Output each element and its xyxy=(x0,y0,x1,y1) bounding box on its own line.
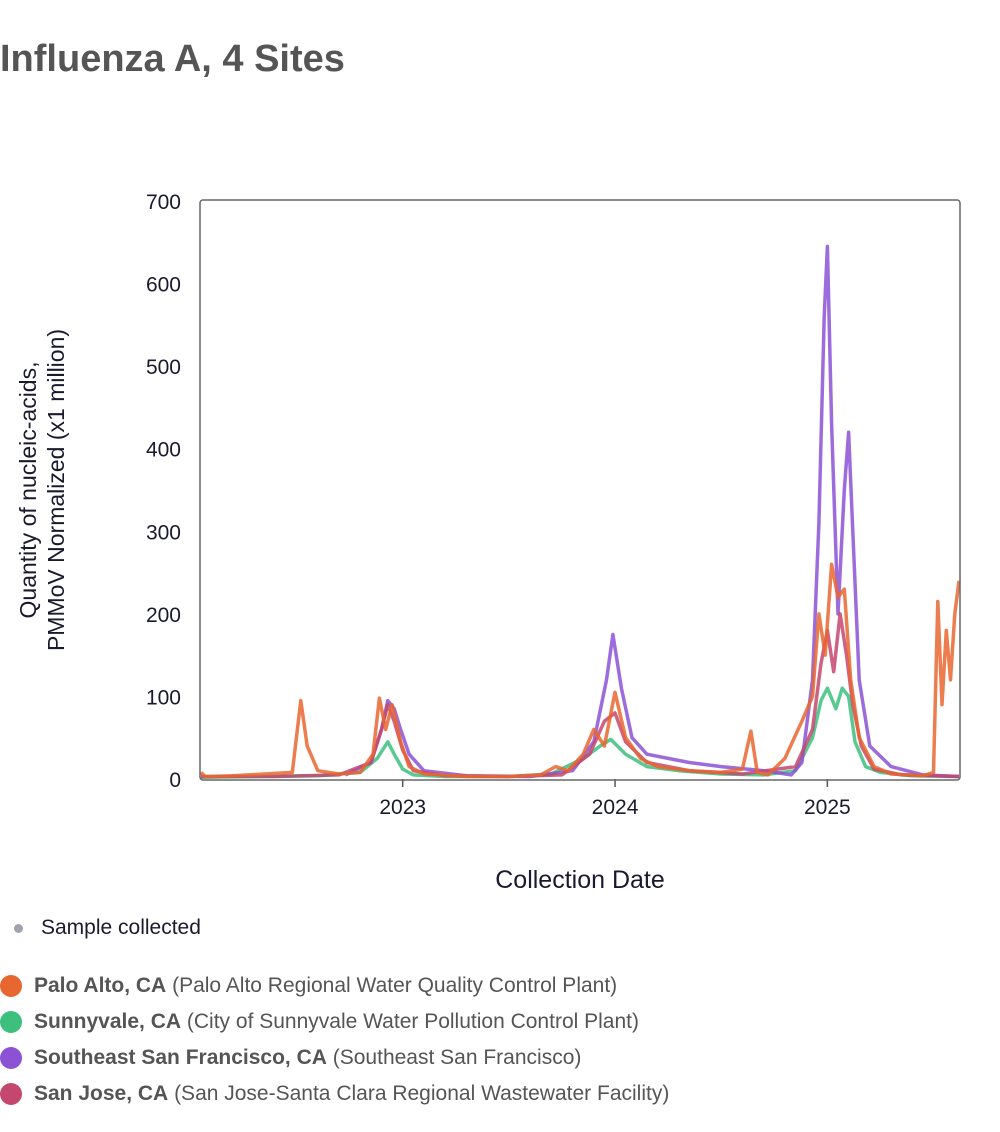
legend: Palo Alto, CA (Palo Alto Regional Water … xyxy=(0,968,669,1112)
legend-swatch-icon xyxy=(0,975,22,998)
y-tick-label: 500 xyxy=(146,356,181,379)
legend-site-name: Palo Alto, CA xyxy=(34,974,167,997)
series-line-palo-alto-ca xyxy=(199,562,961,779)
y-tick-label: 400 xyxy=(146,439,181,462)
plot-area xyxy=(199,244,961,780)
x-axis: 2023 2024 2025 xyxy=(379,779,851,819)
legend-swatch-icon xyxy=(0,1083,22,1106)
y-tick-label: 100 xyxy=(146,686,181,709)
legend-site-name: San Jose, CA xyxy=(34,1082,169,1105)
y-tick-label: 600 xyxy=(146,274,181,297)
x-tick-label: 2023 xyxy=(379,796,426,819)
legend-sample-collected: Sample collected xyxy=(14,916,201,940)
y-axis: 0 100 200 300 400 500 600 700 xyxy=(146,191,181,792)
legend-item-southeast-san-francisco[interactable]: Southeast San Francisco, CA (Southeast S… xyxy=(0,1040,669,1076)
sample-dot-icon xyxy=(14,923,23,933)
legend-site-detail: (Southeast San Francisco) xyxy=(332,1046,582,1069)
y-axis-label-line-2: PMMoV Normalized (x1 million) xyxy=(43,329,69,651)
y-tick-label: 700 xyxy=(146,191,181,214)
legend-site-detail: (Palo Alto Regional Water Quality Contro… xyxy=(172,974,618,997)
chart-title: Influenza A, 4 Sites xyxy=(0,38,345,80)
series-line-southeast-san-francisco-ca xyxy=(344,244,960,779)
x-axis-label: Collection Date xyxy=(495,866,665,894)
y-tick-label: 300 xyxy=(146,521,181,544)
legend-site-detail: (San Jose-Santa Clara Regional Wastewate… xyxy=(174,1082,670,1105)
legend-swatch-icon xyxy=(0,1011,22,1034)
legend-item-san-jose[interactable]: San Jose, CA (San Jose-Santa Clara Regio… xyxy=(0,1076,669,1112)
y-tick-label: 200 xyxy=(146,604,181,627)
legend-sample-label: Sample collected xyxy=(41,916,201,939)
legend-site-detail: (City of Sunnyvale Water Pollution Contr… xyxy=(186,1010,639,1033)
legend-site-name: Sunnyvale, CA xyxy=(34,1010,182,1033)
y-axis-label-line-1: Quantity of nucleic-acids, xyxy=(15,362,41,619)
legend-item-sunnyvale[interactable]: Sunnyvale, CA (City of Sunnyvale Water P… xyxy=(0,1004,669,1040)
x-tick-label: 2025 xyxy=(804,796,851,819)
plot-frame xyxy=(199,199,961,781)
legend-swatch-icon xyxy=(0,1047,22,1070)
line-chart: 0 100 200 300 400 500 600 700 2023 2024 2025 Quan… xyxy=(15,191,961,894)
legend-site-name: Southeast San Francisco, CA xyxy=(34,1046,327,1069)
y-tick-label: 0 xyxy=(169,769,181,792)
series-line-san-jose-ca xyxy=(201,612,960,779)
legend-item-palo-alto[interactable]: Palo Alto, CA (Palo Alto Regional Water … xyxy=(0,968,669,1004)
x-tick-label: 2024 xyxy=(592,796,639,819)
series-line-sunnyvale-ca xyxy=(200,686,960,780)
